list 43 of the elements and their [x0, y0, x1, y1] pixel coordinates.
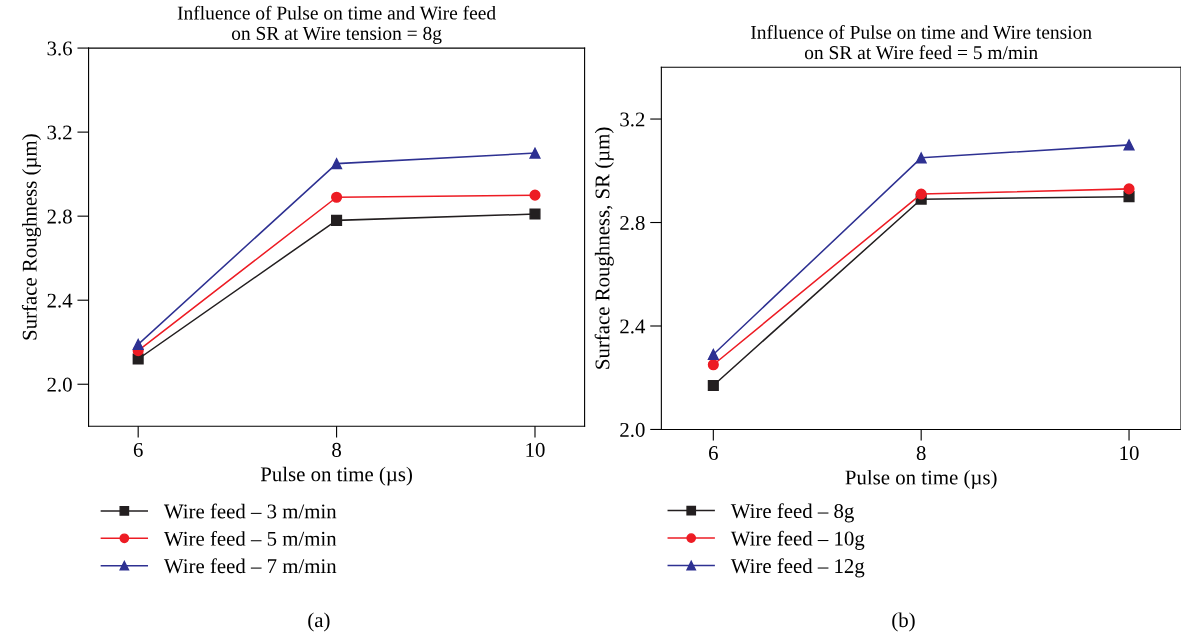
- point: [915, 152, 927, 164]
- chart-title: Influence of Pulse on time and Wire tension on SR at Wire feed = 5 m/min: [751, 24, 1092, 60]
- x-tick-label: 8: [332, 442, 341, 457]
- text: (b): [892, 612, 915, 632]
- y-tick-label: 2.4: [47, 293, 73, 308]
- x-axis-title: Pulse on time (µs): [260, 466, 412, 486]
- y-tick-label: 2.0: [47, 377, 72, 392]
- chart-title: Influence of Pulse on time and Wire feed on SR at Wire tension = 8g: [177, 5, 496, 44]
- legend-label: Wire feed – 5 m/min: [163, 530, 337, 546]
- y-tick-label: 2.4: [620, 319, 646, 334]
- y-tick-label: 3.6: [47, 41, 72, 56]
- y-axis-title: Surface Roughness (µm): [21, 134, 42, 340]
- y-axis-title: Surface Roughness, SR (µm): [594, 127, 614, 369]
- legend-label: Wire feed – 7 m/min: [163, 558, 337, 574]
- text: (a): [308, 612, 330, 632]
- y-tick-label: 2.0: [620, 422, 645, 437]
- y-tick-label: 2.8: [620, 215, 645, 231]
- x-tick-label: 10: [1120, 446, 1139, 461]
- legend-label: Wire feed – 8g: [730, 503, 854, 523]
- x-axis-title: Pulse on time (µs): [845, 469, 997, 489]
- point: [1123, 139, 1135, 151]
- point: [331, 158, 343, 170]
- x-tick-label: 6: [709, 446, 718, 461]
- point: [529, 189, 541, 201]
- point: [915, 188, 927, 200]
- y-tick-label: 2.8: [47, 209, 72, 224]
- legend-label: Wire feed – 3 m/min: [163, 503, 337, 519]
- point: [707, 379, 719, 392]
- point: [707, 348, 719, 361]
- y-tick-label: 3.2: [620, 112, 645, 127]
- point: [331, 214, 343, 226]
- point: [529, 208, 541, 220]
- point: [1123, 183, 1135, 195]
- x-tick-label: 10: [526, 442, 545, 457]
- x-tick-label: 8: [916, 446, 926, 461]
- point: [331, 191, 343, 203]
- point: [529, 147, 541, 159]
- point: [707, 359, 719, 371]
- legend-label: Wire feed – 10g: [730, 530, 865, 550]
- legend-label: Wire feed – 12g: [730, 558, 865, 578]
- y-tick-label: 3.2: [47, 125, 72, 140]
- point: [132, 338, 144, 350]
- x-tick-label: 6: [133, 442, 143, 457]
